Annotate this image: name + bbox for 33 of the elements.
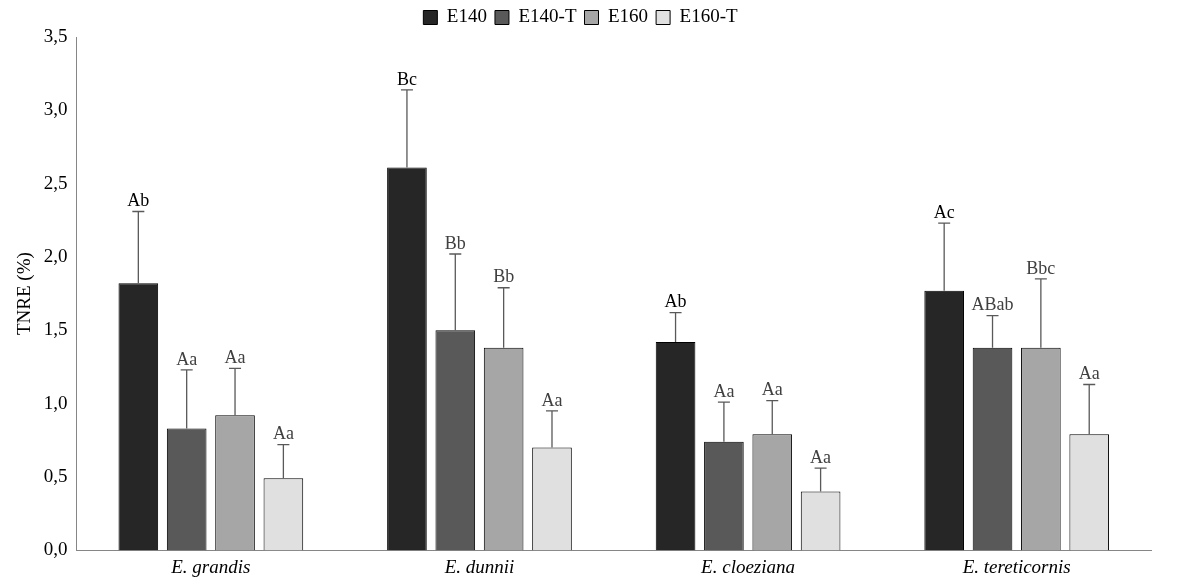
x-tick-label: E. cloeziana: [700, 555, 796, 577]
annotation: Aa: [176, 348, 198, 369]
y-tick-label: 0,0: [43, 538, 68, 560]
y-tick-label: 1,5: [43, 318, 68, 340]
annotation: ABab: [971, 294, 1014, 315]
annotation: Bb: [444, 232, 466, 253]
y-tick-label: 3,5: [43, 24, 68, 46]
annotation: Aa: [224, 347, 246, 368]
x-tick-label: E. dunnii: [443, 555, 515, 577]
y-axis-title: TNRE (%): [13, 252, 36, 336]
annotation: Ab: [664, 291, 687, 312]
legend-label: E160: [608, 5, 649, 27]
legend-label: E140-T: [518, 5, 577, 27]
y-tick-label: 1,0: [43, 391, 68, 413]
annotation: Bbc: [1026, 257, 1056, 278]
annotation: Aa: [713, 380, 735, 401]
annotation: Aa: [1078, 363, 1100, 384]
y-tick-label: 2,5: [43, 171, 68, 193]
annotation: Bc: [396, 68, 417, 89]
annotation: Aa: [761, 379, 783, 400]
legend-label: E140: [446, 5, 487, 27]
legend-label: E160-T: [679, 5, 739, 27]
y-tick-label: 3,0: [43, 98, 68, 120]
annotation: Bb: [493, 266, 515, 287]
annotation: Ab: [127, 190, 150, 211]
y-tick-label: 2,0: [43, 244, 68, 266]
annotation: Aa: [541, 389, 563, 410]
y-tick-label: 0,5: [43, 464, 68, 486]
x-tick-label: E. grandis: [170, 555, 251, 577]
annotation: Ac: [933, 201, 955, 222]
annotation: Aa: [272, 423, 294, 444]
annotation: Aa: [810, 446, 832, 467]
x-tick-label: E. tereticornis: [961, 555, 1071, 577]
